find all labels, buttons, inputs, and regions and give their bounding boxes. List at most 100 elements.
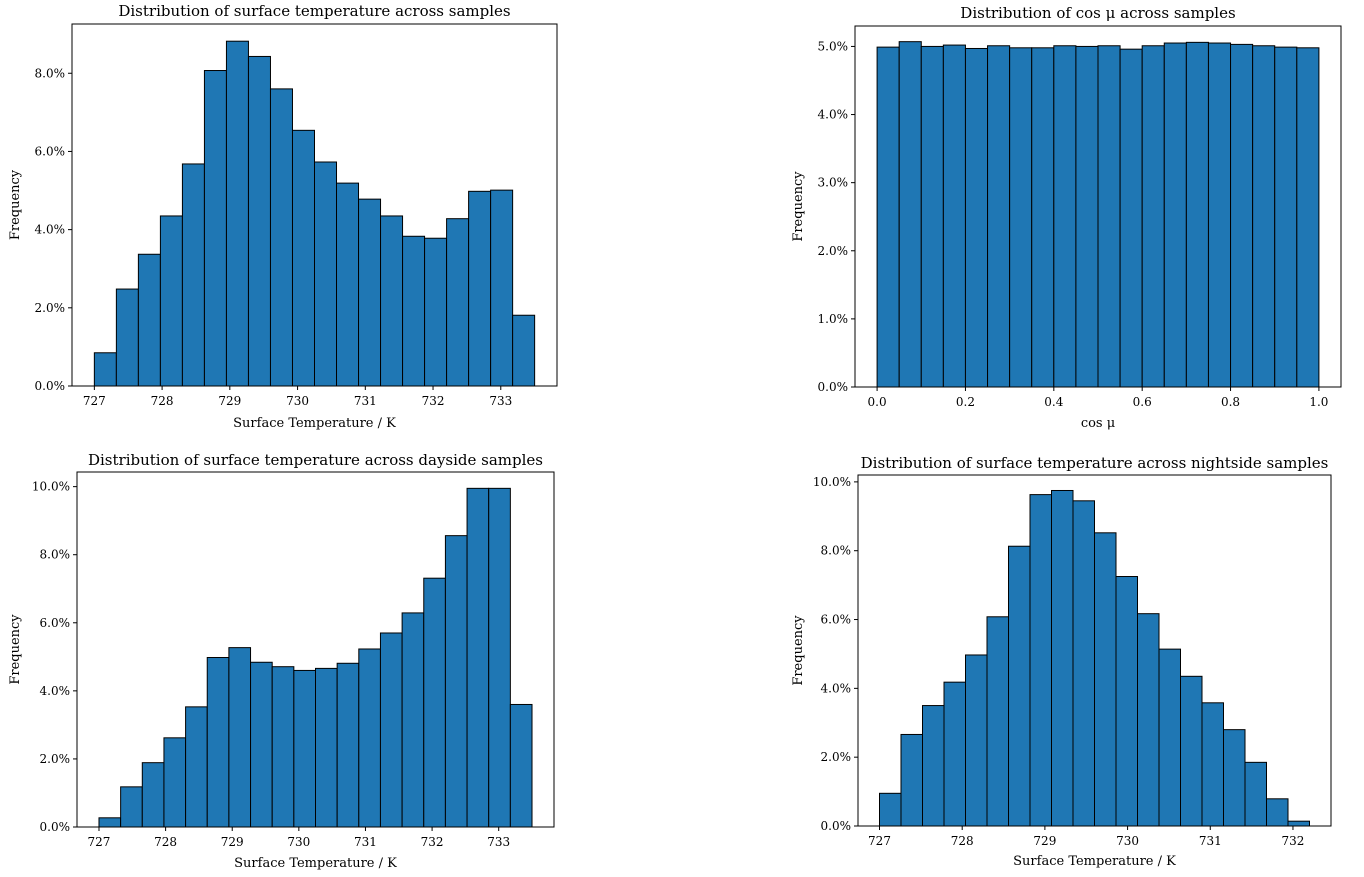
y-axis-label: Frequency: [8, 614, 23, 685]
chart-panel-1: 727 728 729 730 731 732 733 0.0% 2.0% 4.0% 6.0% 8.0…: [8, 2, 558, 431]
histogram-bar: [185, 706, 208, 828]
histogram-bar: [466, 487, 490, 828]
histogram-bar: [986, 616, 1009, 827]
histogram-bar: [291, 129, 315, 387]
histogram-bar: [446, 218, 470, 387]
x-tick-label: 1.0: [1309, 395, 1328, 409]
histogram-bar: [1158, 648, 1181, 827]
axes-frame: [854, 25, 1342, 388]
histogram-bar: [206, 657, 230, 828]
x-tick-label: 732: [421, 835, 444, 849]
histogram-bar: [1296, 47, 1320, 388]
histogram-bar: [1072, 500, 1095, 827]
histogram-bar: [402, 235, 426, 387]
x-tick-label: 731: [1199, 834, 1222, 848]
y-axis-label: Frequency: [791, 615, 806, 686]
histogram-bar: [423, 577, 446, 828]
y-tick-label: 4.0%: [818, 108, 849, 122]
histogram-bar: [1266, 798, 1289, 827]
histogram-bar: [488, 487, 511, 828]
histogram-bar: [137, 253, 161, 387]
x-tick-label: 733: [489, 394, 512, 408]
histogram-bar: [401, 612, 425, 828]
x-tick-label: 728: [154, 835, 177, 849]
x-tick-label: 732: [422, 394, 445, 408]
histogram-bar: [922, 705, 945, 827]
histogram-bar: [1053, 45, 1077, 388]
chart-title: Distribution of surface temperature acro…: [861, 454, 1329, 472]
y-tick-label: 4.0%: [40, 684, 71, 698]
x-tick-label: 731: [354, 394, 377, 408]
x-tick-label: 0.8: [1221, 395, 1240, 409]
histogram-bar: [1009, 47, 1033, 388]
axes-frame: [76, 471, 555, 828]
histogram-bar: [876, 46, 900, 388]
y-tick-label: 10.0%: [813, 475, 851, 489]
histogram-bar: [444, 535, 468, 828]
y-tick-label: 6.0%: [821, 613, 852, 627]
chart-title: Distribution of cos μ across samples: [960, 4, 1235, 22]
axes-frame: [857, 474, 1332, 827]
y-tick-label: 8.0%: [821, 544, 852, 558]
histogram-bar: [1008, 545, 1031, 827]
histogram-bar: [1029, 494, 1052, 827]
x-tick-label: 731: [354, 835, 377, 849]
histogram-bar: [943, 681, 966, 827]
histogram-bar: [1180, 675, 1203, 827]
histogram-bar: [228, 647, 252, 828]
x-axis-label: cos μ: [1081, 416, 1115, 431]
chart-panel-4: 727 728 729 730 731 732 0.0% 2.0% 4.0% 6.0% 8.0% 10…: [791, 454, 1332, 869]
histogram-bar: [965, 654, 988, 827]
histogram-bar: [1137, 613, 1160, 827]
y-tick-label: 8.0%: [35, 66, 66, 80]
y-tick-label: 0.0%: [818, 380, 849, 394]
histogram-bar: [1075, 45, 1099, 388]
x-tick-label: 727: [88, 835, 111, 849]
x-axis-label: Surface Temperature / K: [1013, 854, 1176, 869]
histogram-bar: [315, 667, 338, 828]
y-tick-label: 5.0%: [818, 39, 849, 53]
chart-panel-3: 727 728 729 730 731 732 733 0.0% 2.0% 4.0% 6.0% 8.0…: [8, 451, 555, 871]
histogram-bar: [358, 648, 381, 828]
histogram-bar: [181, 163, 205, 387]
y-axis-label: Frequency: [791, 171, 806, 242]
histogram-bar: [247, 55, 271, 387]
x-tick-label: 730: [287, 835, 310, 849]
y-tick-label: 0.0%: [40, 820, 71, 834]
chart-panel-2: 0.0 0.2 0.4 0.6 0.8 1.0 0.0% 1.0% 2.0% 3.0% 4.0% 5.…: [791, 4, 1342, 431]
histogram-bar: [1163, 42, 1187, 388]
histogram-bar: [358, 198, 382, 387]
histogram-bar: [920, 45, 944, 388]
histogram-bar: [269, 88, 293, 387]
x-tick-label: 733: [487, 835, 510, 849]
histogram-bar: [1201, 702, 1224, 827]
histogram-bar: [1244, 761, 1267, 827]
x-tick-label: 0.0: [868, 395, 887, 409]
chart-title: Distribution of surface temperature acro…: [88, 451, 543, 469]
x-tick-label: 728: [151, 394, 174, 408]
x-tick-label: 0.2: [956, 395, 975, 409]
y-tick-label: 2.0%: [35, 301, 66, 315]
x-tick-label: 727: [83, 394, 106, 408]
histogram-bar: [1207, 42, 1232, 388]
histogram-bar: [898, 41, 922, 388]
histogram-bar: [141, 762, 165, 828]
chart-title: Distribution of surface temperature acro…: [118, 2, 510, 20]
x-tick-label: 0.6: [1133, 395, 1152, 409]
histogram-bar: [98, 817, 122, 828]
y-tick-label: 3.0%: [818, 176, 849, 190]
histogram-bar: [380, 215, 404, 387]
histogram-bar: [93, 352, 117, 387]
y-tick-label: 0.0%: [821, 819, 852, 833]
histogram-bar: [314, 161, 338, 387]
x-tick-label: 727: [868, 834, 891, 848]
histogram-bar: [1287, 820, 1310, 827]
axes-frame: [71, 23, 558, 387]
x-tick-label: 729: [221, 835, 244, 849]
histogram-bar: [1115, 576, 1138, 827]
y-tick-label: 2.0%: [821, 750, 852, 764]
histogram-bar: [1094, 532, 1117, 827]
x-tick-label: 732: [1282, 834, 1305, 848]
y-tick-label: 1.0%: [818, 312, 849, 326]
